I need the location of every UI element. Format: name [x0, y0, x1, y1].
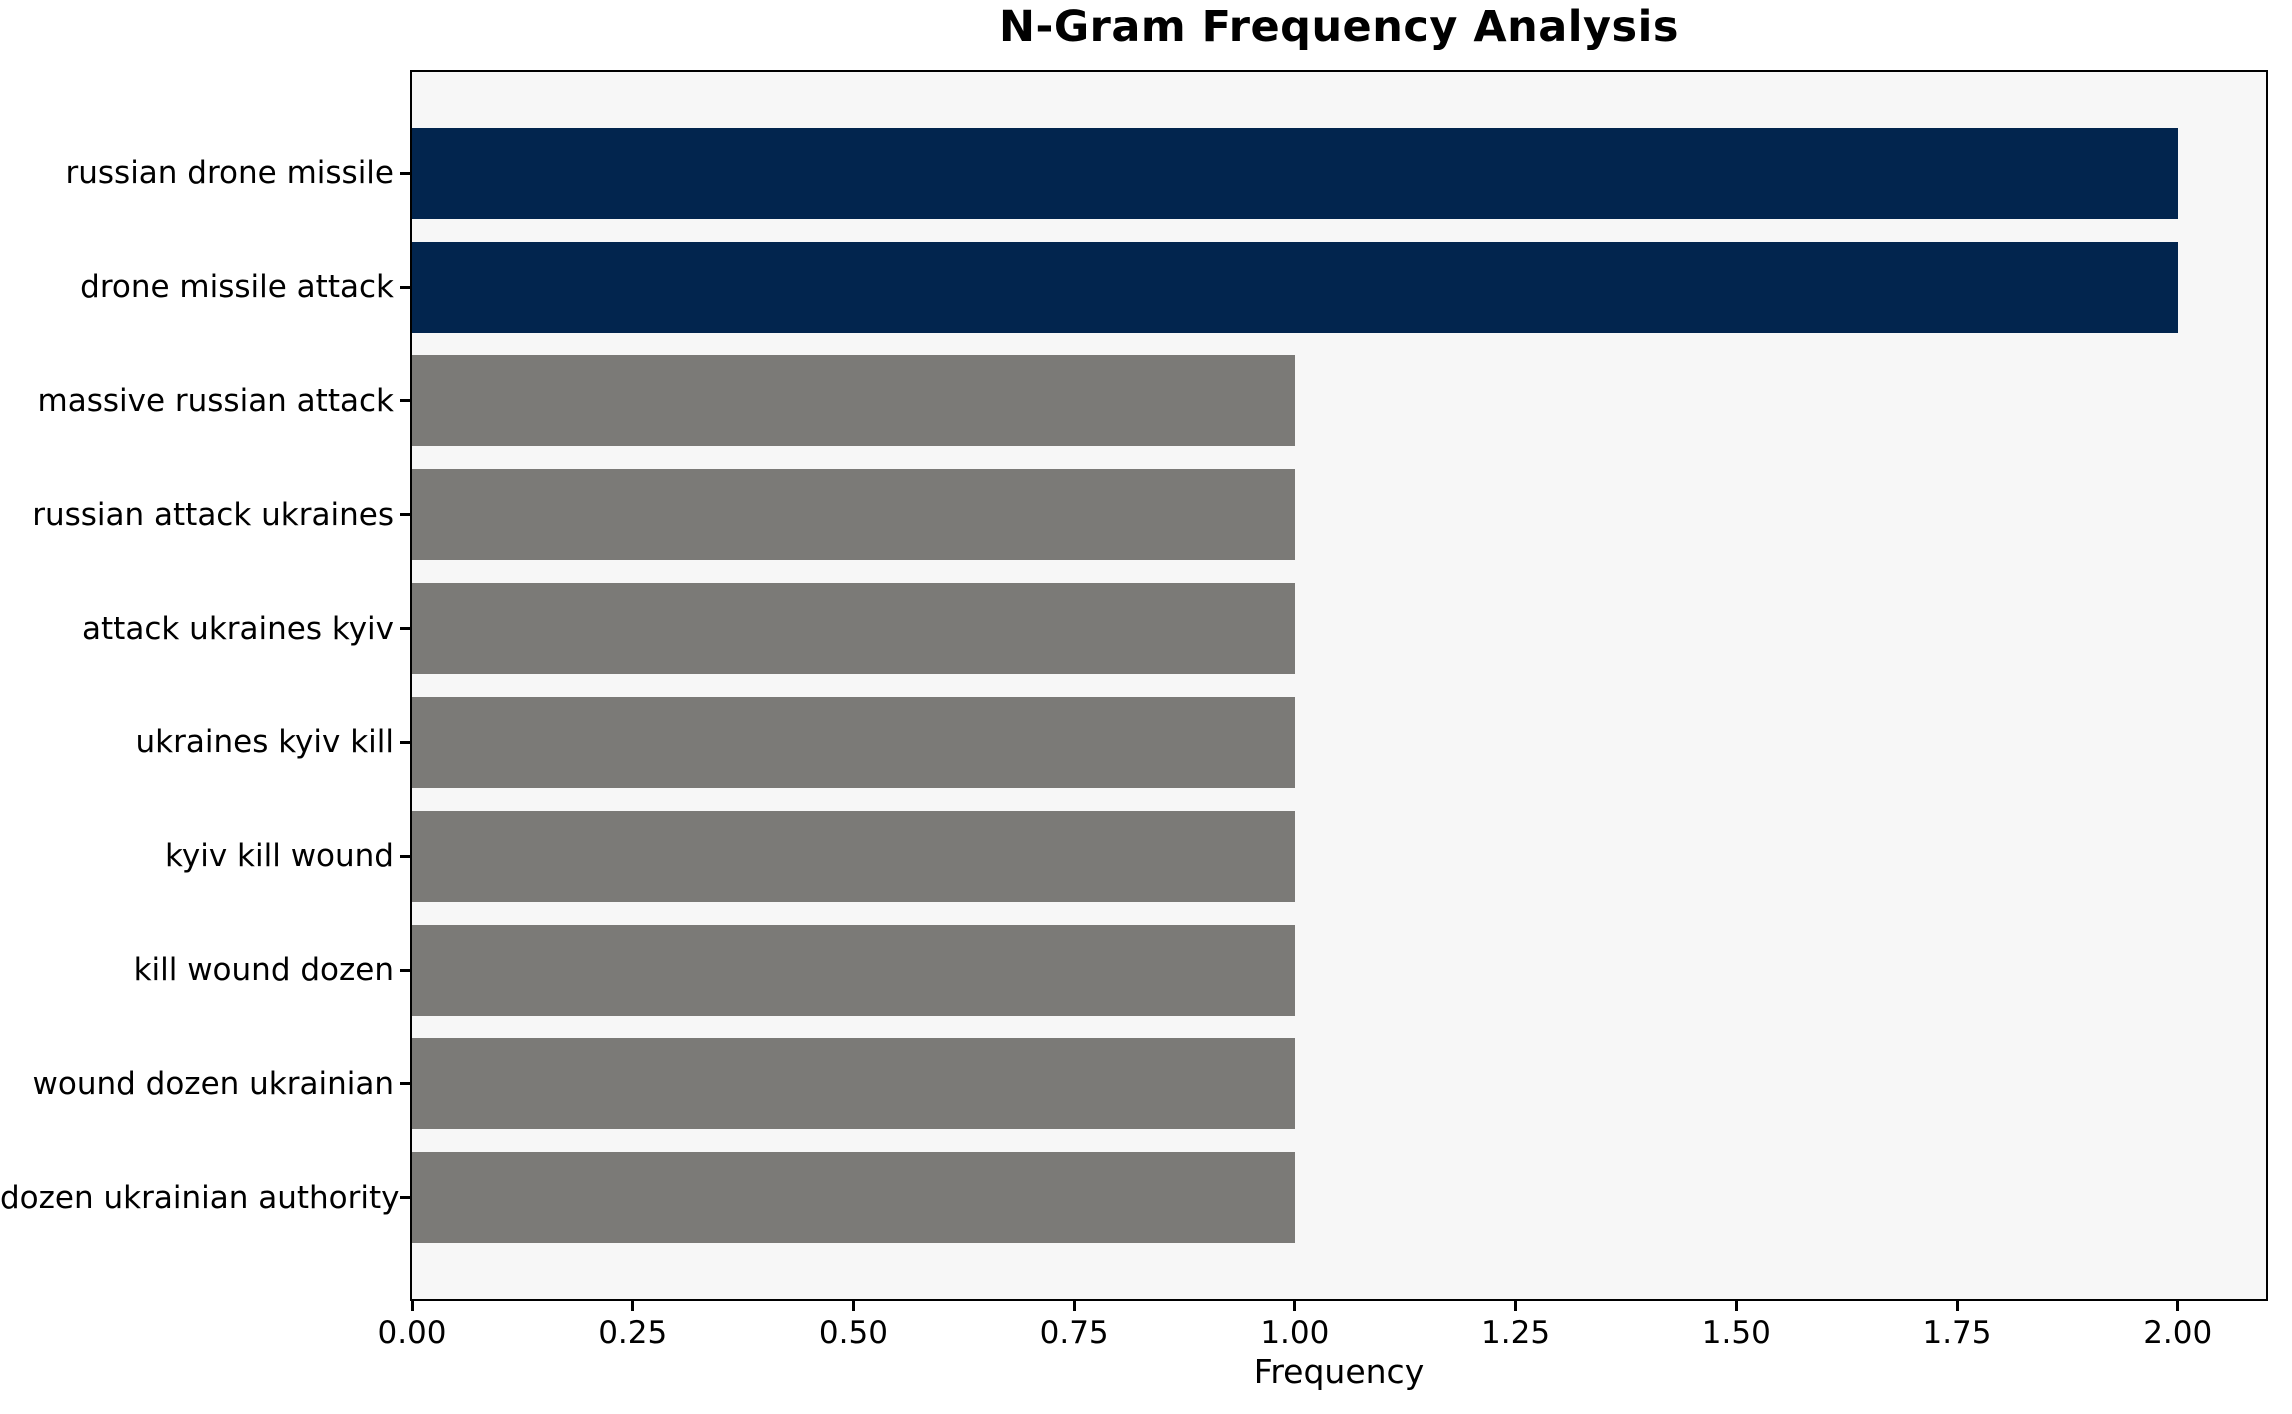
bar-wound-dozen-ukrainian	[412, 1038, 1295, 1130]
y-tick-mark	[400, 1196, 410, 1200]
x-tick-label-0.75: 0.75	[1039, 1315, 1109, 1351]
y-tick-mark	[400, 1082, 410, 1086]
x-tick-label-0.50: 0.50	[818, 1315, 888, 1351]
x-tick-label-1.75: 1.75	[1922, 1315, 1992, 1351]
bar-attack-ukraines-kyiv	[412, 583, 1295, 675]
y-tick-label-russian-attack-ukraines: russian attack ukraines	[32, 496, 394, 533]
y-tick-label-russian-drone-missile: russian drone missile	[65, 155, 395, 192]
x-tick-mark	[2176, 1301, 2180, 1311]
x-tick-mark	[1734, 1301, 1738, 1311]
x-tick-label-1.50: 1.50	[1701, 1315, 1771, 1351]
plot-area	[410, 70, 2268, 1301]
chart-title: N-Gram Frequency Analysis	[999, 2, 1679, 52]
bar-kill-wound-dozen	[412, 924, 1295, 1016]
x-tick-label-1.25: 1.25	[1481, 1315, 1551, 1351]
bar-dozen-ukrainian-authority	[412, 1152, 1295, 1244]
x-tick-mark	[1514, 1301, 1518, 1311]
y-tick-label-wound-dozen-ukrainian: wound dozen ukrainian	[32, 1065, 395, 1102]
y-tick-label-kyiv-kill-wound: kyiv kill wound	[165, 838, 394, 875]
y-tick-label-dozen-ukrainian-authority: dozen ukrainian authority	[0, 1179, 400, 1216]
y-tick-mark	[400, 399, 410, 403]
y-tick-mark	[400, 740, 410, 744]
x-tick-label-0.25: 0.25	[598, 1315, 668, 1351]
x-tick-mark	[1293, 1301, 1297, 1311]
x-tick-mark	[851, 1301, 855, 1311]
y-tick-label-attack-ukraines-kyiv: attack ukraines kyiv	[82, 610, 394, 647]
y-tick-mark	[400, 513, 410, 517]
y-tick-label-massive-russian-attack: massive russian attack	[37, 382, 395, 419]
x-tick-mark	[410, 1301, 414, 1311]
x-tick-label-1.00: 1.00	[1260, 1315, 1330, 1351]
bar-russian-drone-missile	[412, 127, 2178, 219]
y-tick-label-drone-missile-attack: drone missile attack	[80, 269, 394, 306]
y-tick-mark	[400, 854, 410, 858]
y-tick-mark	[400, 171, 410, 175]
bar-russian-attack-ukraines	[412, 469, 1295, 561]
bar-ukraines-kyiv-kill	[412, 696, 1295, 788]
x-tick-label-0.00: 0.00	[377, 1315, 447, 1351]
x-tick-label-2.00: 2.00	[2143, 1315, 2213, 1351]
bar-drone-missile-attack	[412, 241, 2178, 333]
x-tick-mark	[631, 1301, 635, 1311]
y-tick-mark	[400, 285, 410, 289]
y-tick-label-ukraines-kyiv-kill: ukraines kyiv kill	[135, 724, 394, 761]
x-axis-title: Frequency	[1253, 1352, 1425, 1391]
y-tick-label-kill-wound-dozen: kill wound dozen	[133, 952, 394, 989]
x-tick-mark	[1072, 1301, 1076, 1311]
bar-massive-russian-attack	[412, 355, 1295, 447]
bar-kyiv-kill-wound	[412, 810, 1295, 902]
x-tick-mark	[1955, 1301, 1959, 1311]
y-tick-mark	[400, 627, 410, 631]
y-tick-mark	[400, 968, 410, 972]
